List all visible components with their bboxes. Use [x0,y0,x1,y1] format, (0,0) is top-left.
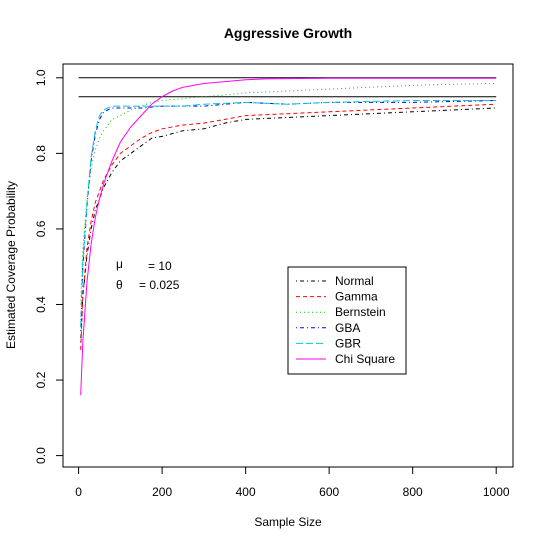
y-tick-label: 0.8 [34,145,48,162]
parameter-annotations: μ = 10 θ = 0.025 [116,257,180,292]
series-line-gamma [80,103,497,350]
legend-label: Chi Square [335,352,395,366]
reference-lines [78,77,497,98]
y-tick-label: 1.0 [34,69,48,86]
legend-label: Gamma [335,290,378,304]
legend-label: GBR [335,336,361,350]
mu-value: = 10 [148,259,172,273]
y-axis: 0.0 0.2 0.4 0.6 0.8 1.0 [34,69,63,464]
x-tick-label: 200 [152,485,172,499]
y-tick-label: 0.4 [34,296,48,313]
series-line-gbr [80,100,497,328]
x-tick-label: 0 [75,485,82,499]
legend-label: Normal [335,274,374,288]
theta-value: = 0.025 [139,278,180,292]
y-axis-label: Estimated Coverage Probability [4,181,18,349]
series-line-bernstein [80,83,497,305]
x-axis: 0 200 400 600 800 1000 [75,467,510,499]
chart-title: Aggressive Growth [224,25,352,41]
y-tick-label: 0.0 [34,447,48,464]
theta-symbol: θ [116,278,123,292]
x-tick-label: 800 [403,485,423,499]
series-lines [80,77,497,396]
x-tick-label: 600 [319,485,339,499]
legend-label: GBA [335,321,360,335]
legend-label: Bernstein [335,305,386,319]
y-tick-label: 0.2 [34,371,48,388]
series-line-chi-square [80,77,497,396]
x-tick-label: 1000 [483,485,510,499]
series-line-normal [80,107,497,343]
x-tick-label: 400 [236,485,256,499]
legend-box [287,266,407,375]
y-tick-label: 0.6 [34,220,48,237]
x-axis-label: Sample Size [254,515,322,529]
plot-area-frame [62,63,514,468]
mu-symbol: μ [116,257,123,271]
